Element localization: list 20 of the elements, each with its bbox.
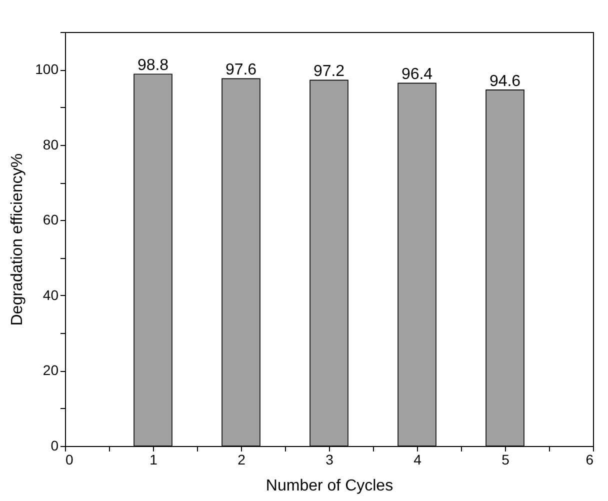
x-tick-label: 2 bbox=[238, 452, 246, 468]
x-tick-label: 5 bbox=[502, 452, 510, 468]
data-label: 97.6 bbox=[225, 62, 257, 79]
x-axis-title: Number of Cycles bbox=[266, 478, 394, 494]
x-tick-label: 4 bbox=[414, 452, 422, 468]
x-tick-label: 6 bbox=[586, 452, 594, 468]
y-tick-label: 100 bbox=[35, 61, 59, 78]
y-axis-title: Degradation efficiency% bbox=[9, 153, 26, 326]
data-label: 96.4 bbox=[401, 66, 433, 84]
y-tick-label: 40 bbox=[42, 286, 59, 303]
data-label: 94.6 bbox=[489, 72, 521, 90]
data-label: 97.2 bbox=[313, 63, 345, 80]
y-tick-label: 60 bbox=[42, 212, 59, 228]
x-tick-label: 3 bbox=[326, 452, 334, 468]
y-tick-label: 20 bbox=[42, 362, 59, 378]
y-tick-label: 80 bbox=[42, 136, 59, 152]
x-tick-label: 1 bbox=[150, 452, 158, 468]
y-tick-label: 0 bbox=[50, 438, 59, 454]
data-label: 98.8 bbox=[137, 57, 169, 74]
x-tick-label: 0 bbox=[66, 452, 74, 468]
